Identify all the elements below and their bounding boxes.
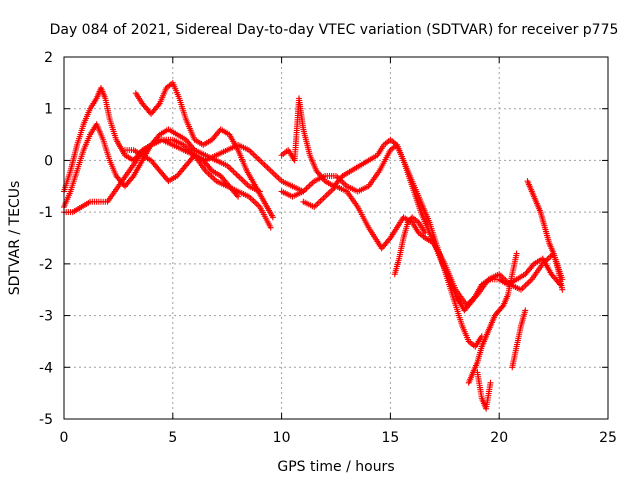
series-track-b: [61, 121, 263, 210]
x-tick-label: 25: [599, 430, 617, 446]
data-point: [235, 193, 242, 200]
data-point: [487, 379, 494, 386]
series-track-h: [300, 183, 566, 309]
x-tick-label: 15: [381, 430, 399, 446]
y-tick-label: -1: [39, 205, 53, 221]
series-track-j: [465, 250, 520, 386]
y-tick-label: -5: [39, 412, 53, 428]
y-tick-label: -4: [39, 360, 53, 376]
x-tick-label: 5: [168, 430, 177, 446]
data-point: [422, 229, 429, 236]
x-tick-label: 10: [273, 430, 291, 446]
grid-lines: [64, 57, 608, 419]
y-tick-label: -3: [39, 309, 53, 325]
x-tick-label: 20: [490, 430, 508, 446]
x-tick-label: 0: [60, 430, 69, 446]
data-markers: [61, 79, 566, 412]
axis-ticks: 0 5 10 15 20 25 -5 -4 -3 -2 -1 0 1 2: [39, 50, 617, 446]
series-track-i: [391, 214, 429, 278]
data-point: [499, 303, 506, 310]
chart-title: Day 084 of 2021, Sidereal Day-to-day VTE…: [50, 22, 619, 38]
data-point: [559, 286, 566, 293]
series-track-d: [132, 79, 276, 221]
x-axis-label: GPS time / hours: [277, 459, 394, 475]
y-tick-label: 1: [44, 102, 53, 118]
series-track-c: [61, 136, 307, 216]
plot-frame: [63, 56, 609, 420]
y-tick-label: -2: [39, 257, 53, 273]
y-tick-label: 2: [44, 50, 53, 66]
series-track-l: [509, 307, 529, 371]
series-track-f: [278, 95, 485, 350]
series-track-k: [474, 369, 494, 412]
y-tick-label: 0: [44, 153, 53, 169]
series-track-e: [121, 147, 242, 200]
data-point: [269, 214, 276, 221]
data-point: [513, 250, 520, 257]
data-point: [522, 307, 529, 314]
data-point: [267, 224, 274, 231]
y-axis-label: SDTVAR / TECUs: [7, 181, 23, 296]
series-track-m: [524, 178, 566, 293]
